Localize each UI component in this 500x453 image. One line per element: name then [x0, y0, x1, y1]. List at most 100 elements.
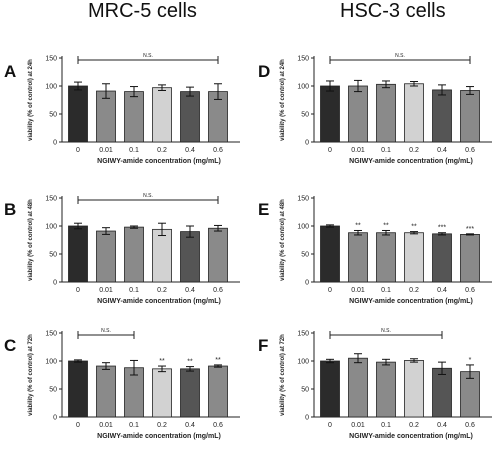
panel-f-xtick-label-4: 0.4: [437, 422, 447, 429]
panel-f-xtick-label-1: 0.01: [351, 422, 365, 429]
panel-c-xtick-label-1: 0.01: [99, 422, 113, 429]
panel-b-bar-4: [180, 231, 200, 283]
panel-f-xtick-label-0: 0: [328, 422, 332, 429]
panel-c-bar-3: [152, 368, 172, 418]
panel-e-significance-5: ***: [466, 226, 474, 233]
panel-e-ylabel: viability (% of control) at 48h: [280, 199, 286, 281]
panel-b-xtick-label-0: 0: [76, 287, 80, 294]
panel-b-ylabel: viability (% of control) at 48h: [28, 199, 34, 281]
panel-b-bar-0: [68, 225, 88, 283]
panel-e-xtick-label-3: 0.2: [409, 287, 419, 294]
panel-f-bar-2: [376, 361, 396, 418]
panel-c-bracket-label: N.S.: [101, 328, 111, 334]
title-left: MRC-5 cells: [88, 0, 197, 22]
title-right: HSC-3 cells: [340, 0, 446, 22]
panel-b-bar-1: [96, 230, 116, 283]
panel-c-xtick-label-0: 0: [76, 422, 80, 429]
panel-f-significance-5: *: [469, 357, 472, 364]
panel-d-ylabel: viability (% of control) at 24h: [280, 59, 286, 141]
panel-a-ytick-label-2: 100: [45, 84, 57, 91]
panel-d-ytick-label-2: 100: [297, 84, 309, 91]
panel-e-ytick-label-2: 100: [297, 224, 309, 231]
panel-d-xtick-label-0: 0: [328, 147, 332, 154]
panel-d-xlabel: NGIWY-amide concentration (mg/mL): [349, 158, 473, 165]
panel-c-ytick-label-2: 100: [45, 359, 57, 366]
panel-a-bar-2: [124, 91, 144, 143]
panel-b-ytick-label-2: 100: [45, 224, 57, 231]
panel-c-bar-5: [208, 365, 228, 418]
panel-e-ytick-label-3: 150: [297, 196, 309, 203]
panel-e-xtick-label-0: 0: [328, 287, 332, 294]
panel-c-xtick-label-2: 0.1: [129, 422, 139, 429]
panel-a-ytick-label-3: 150: [45, 56, 57, 63]
panel-d-bar-3: [404, 83, 424, 143]
panel-a-ytick-label-1: 50: [49, 112, 57, 119]
panel-a-xtick-label-3: 0.2: [157, 147, 167, 154]
panel-e-bar-5: [460, 233, 480, 283]
panel-e-bar-3: [404, 232, 424, 283]
panel-f-xtick-label-2: 0.1: [381, 422, 391, 429]
panel-f-bar-3: [404, 360, 424, 418]
panel-b-xtick-label-4: 0.4: [185, 287, 195, 294]
panel-a-bar-3: [152, 87, 172, 143]
panel-b-xtick-label-5: 0.6: [213, 287, 223, 294]
panel-e-ytick-label-1: 50: [301, 252, 309, 259]
panel-e-xtick-label-5: 0.6: [465, 287, 475, 294]
panel-letter-c: C: [4, 336, 17, 355]
panel-a-ylabel: viability (% of control) at 24h: [28, 59, 34, 141]
panel-letter-d: D: [258, 62, 271, 81]
panel-d-ytick-label-0: 0: [305, 140, 309, 147]
panel-d-bar-5: [460, 90, 480, 143]
panel-e-bar-2: [376, 232, 396, 283]
panel-e-xtick-label-2: 0.1: [381, 287, 391, 294]
panel-c-ytick-label-1: 50: [49, 387, 57, 394]
panel-c-bar-0: [68, 360, 88, 418]
panel-d-xtick-label-5: 0.6: [465, 147, 475, 154]
panel-b-ytick-label-1: 50: [49, 252, 57, 259]
panel-e-significance-4: ***: [438, 225, 446, 232]
panel-b-bar-2: [124, 226, 144, 283]
panel-e-bar-0: [320, 225, 340, 283]
panel-d-ytick-label-3: 150: [297, 56, 309, 63]
panel-b-ytick-label-3: 150: [45, 196, 57, 203]
panel-b-ytick-label-0: 0: [53, 280, 57, 287]
panel-e-xtick-label-1: 0.01: [351, 287, 365, 294]
panel-b-xlabel: NGIWY-amide concentration (mg/mL): [97, 298, 221, 305]
panel-c-xtick-label-3: 0.2: [157, 422, 167, 429]
panel-f-xtick-label-5: 0.6: [465, 422, 475, 429]
panel-d-bar-2: [376, 83, 396, 143]
panel-b-bar-3: [152, 228, 172, 283]
panel-f-bar-4: [432, 367, 452, 418]
panel-e-xlabel: NGIWY-amide concentration (mg/mL): [349, 298, 473, 305]
panel-letter-f: F: [258, 336, 269, 355]
panel-a-bar-0: [68, 85, 88, 143]
panel-c-bar-1: [96, 365, 116, 418]
panel-a-xtick-label-2: 0.1: [129, 147, 139, 154]
panel-d-bar-4: [432, 89, 452, 143]
panel-d-bar-1: [348, 85, 368, 143]
panel-d-bar-0: [320, 85, 340, 143]
panel-f-bracket-label: N.S.: [381, 328, 391, 334]
panel-f-ytick-label-3: 150: [297, 331, 309, 338]
panel-f-bar-0: [320, 360, 340, 418]
panel-d-ytick-label-1: 50: [301, 112, 309, 119]
panel-c-ytick-label-3: 150: [45, 331, 57, 338]
panel-e-bar-1: [348, 232, 368, 283]
panel-c-significance-3: **: [159, 358, 165, 365]
panel-e-significance-2: **: [383, 222, 389, 229]
panel-f-ylabel: viability (% of control) at 72h: [280, 334, 286, 416]
panel-e-ytick-label-0: 0: [305, 280, 309, 287]
panel-d-bracket-label: N.S.: [395, 53, 405, 59]
panel-e-significance-3: **: [411, 224, 417, 231]
panel-b-bracket-label: N.S.: [143, 193, 153, 199]
panel-e-xtick-label-4: 0.4: [437, 287, 447, 294]
panel-f-ytick-label-2: 100: [297, 359, 309, 366]
panel-a-ytick-label-0: 0: [53, 140, 57, 147]
panel-a-bar-4: [180, 91, 200, 143]
panel-c-ylabel: viability (% of control) at 72h: [28, 334, 34, 416]
panel-a-xlabel: NGIWY-amide concentration (mg/mL): [97, 158, 221, 165]
panel-f-ytick-label-0: 0: [305, 415, 309, 422]
panel-a-xtick-label-0: 0: [76, 147, 80, 154]
panel-letter-a: A: [4, 62, 17, 81]
